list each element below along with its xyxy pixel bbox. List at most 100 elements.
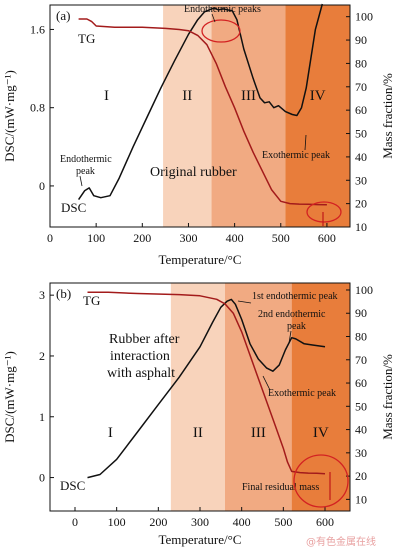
yr-tick-label-b-20: 20	[355, 469, 367, 483]
x-tick-label-b-600: 600	[316, 515, 334, 529]
yl-tick-label-b-2: 2	[39, 349, 45, 363]
exo-peak-label-a: Exothermic peak	[262, 150, 330, 161]
series-dsc-a	[77, 3, 324, 201]
residual-highlight-a	[306, 201, 342, 223]
x-tick-label-b-300: 300	[191, 515, 209, 529]
yr-tick-label-a-100: 100	[355, 10, 373, 24]
yr-tick-label-a-80: 80	[355, 56, 367, 70]
final-mass-highlight-b	[293, 454, 349, 508]
region-label-a-I: I	[104, 88, 109, 104]
dsc-label-b: DSC	[60, 478, 85, 493]
region-label-b-I: I	[108, 425, 113, 441]
sample-label-a: Original rubber	[150, 165, 237, 180]
ylabel-left-b: DSC/(mW·mg⁻¹)	[2, 351, 17, 443]
sample-label-b-line2: interaction	[110, 349, 170, 364]
exo-peak-arrow-b	[262, 375, 271, 391]
series-b	[87, 291, 326, 479]
yr-tick-label-b-40: 40	[355, 423, 367, 437]
yr-tick-label-a-40: 40	[355, 150, 367, 164]
panel-a: I II III IV 0 100 200 300 400 500 60000.81.610203…	[2, 3, 395, 267]
series-tg-b	[87, 291, 326, 475]
yl-tick-label-b-3: 3	[39, 288, 45, 302]
yr-tick-label-b-10: 10	[355, 492, 367, 506]
plot-frame-a	[49, 4, 351, 228]
endo-peaks-highlight-a	[201, 19, 241, 43]
region-label-b-IV: IV	[313, 425, 329, 441]
ylabel-right-a: Mass fraction/%	[380, 73, 395, 159]
yr-tick-label-b-30: 30	[355, 446, 367, 460]
yr-tick-label-a-10: 10	[355, 220, 367, 234]
sample-label-b-line3: with asphalt	[107, 366, 175, 381]
region-label-a-II: II	[182, 88, 192, 104]
region-label-a-IV: IV	[310, 88, 326, 104]
second-endo-arrow-b	[288, 330, 292, 344]
panel-b: I II III IV 0 100 200 300 400 500 600012310203040…	[2, 282, 395, 547]
dsc-label-a: DSC	[61, 200, 86, 215]
sample-label-b-line1: Rubber after	[109, 332, 180, 347]
xlabel-a: Temperature/°C	[159, 252, 242, 267]
yr-tick-label-a-30: 30	[355, 173, 367, 187]
xlabel-b: Temperature/°C	[159, 532, 242, 547]
x-tick-label-a-400: 400	[226, 231, 244, 245]
ylabel-right-b: Mass fraction/%	[380, 354, 395, 440]
endo-peak-arrow-a	[79, 175, 83, 187]
yr-tick-label-b-50: 50	[355, 399, 367, 413]
yr-tick-label-b-100: 100	[355, 283, 373, 297]
x-tick-label-b-400: 400	[233, 515, 251, 529]
region-b-II	[170, 283, 225, 511]
region-label-b-II: II	[193, 425, 203, 441]
x-tick-label-a-600: 600	[318, 231, 336, 245]
region-a-IV	[285, 5, 350, 227]
yl-tick-label-a-1: 0.8	[30, 101, 45, 115]
yr-tick-label-a-90: 90	[355, 33, 367, 47]
tg-label-a: TG	[78, 31, 95, 46]
series-tg-a	[78, 18, 327, 206]
panel-label-a: (a)	[56, 8, 70, 23]
yl-tick-label-b-1: 1	[39, 410, 45, 424]
yr-tick-label-b-70: 70	[355, 353, 367, 367]
x-tick-label-b-100: 100	[108, 515, 126, 529]
final-mass-label-b: Final residual mass	[242, 482, 319, 493]
yr-tick-label-a-20: 20	[355, 197, 367, 211]
endo-peak-label-a-line2: peak	[76, 166, 95, 177]
yr-tick-label-a-60: 60	[355, 103, 367, 117]
region-label-b-III: III	[251, 425, 266, 441]
exo-peak-label-b: Exothermic peak	[268, 388, 336, 399]
exo-peak-arrow-a	[304, 134, 307, 151]
x-tick-label-a-200: 200	[133, 231, 151, 245]
region-a-II	[163, 5, 212, 227]
region-b-I	[50, 283, 171, 511]
endo-peak-label-a-line1: Endothermic	[60, 154, 112, 165]
ticks-b: 0 100 200 300 400 500 600 0 1 2 3 10 20 30 40 50 60 70 80 9…	[39, 283, 373, 529]
x-tick-label-a-500: 500	[272, 231, 290, 245]
first-endo-arrow-b	[237, 300, 252, 304]
yl-tick-label-a-0: 0	[39, 179, 45, 193]
tg-label-b: TG	[83, 293, 100, 308]
yr-tick-label-b-60: 60	[355, 376, 367, 390]
x-tick-label-a-300: 300	[179, 231, 197, 245]
x-tick-label-b-0: 0	[72, 515, 78, 529]
yr-tick-label-a-70: 70	[355, 80, 367, 94]
yr-tick-label-b-80: 80	[355, 330, 367, 344]
endo-peaks-label-a: Endothermic peaks	[184, 4, 261, 15]
ticks-a: 0 100 200 300 400 500 600 0 0.8 1.6 10 20 30 40 50 60 70…	[30, 10, 373, 245]
x-tick-label-a-0: 0	[47, 231, 53, 245]
series-dsc-b	[87, 298, 326, 479]
yl-tick-label-b-0: 0	[39, 471, 45, 485]
yr-tick-label-b-90: 90	[355, 306, 367, 320]
yl-tick-label-a-2: 1.6	[30, 22, 45, 36]
x-tick-label-a-100: 100	[87, 231, 105, 245]
first-endo-label-b: 1st endothermic peak	[252, 291, 338, 302]
yr-tick-label-a-50: 50	[355, 127, 367, 141]
watermark: @有色金属在线	[306, 535, 376, 548]
ylabel-left-a: DSC/(mW·mg⁻¹)	[2, 70, 17, 162]
x-tick-label-b-500: 500	[274, 515, 292, 529]
second-endo-label-b-line2: peak	[287, 321, 306, 332]
x-tick-label-b-200: 200	[149, 515, 167, 529]
panel-label-b: (b)	[56, 286, 71, 301]
second-endo-label-b-line1: 2nd endothermic	[258, 309, 326, 320]
region-label-a-III: III	[241, 88, 256, 104]
region-a-I	[50, 5, 164, 227]
endo-peaks-arrow-a	[211, 13, 216, 23]
